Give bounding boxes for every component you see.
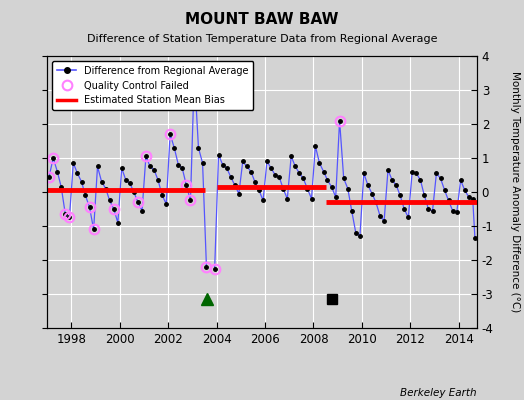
Y-axis label: Monthly Temperature Anomaly Difference (°C): Monthly Temperature Anomaly Difference (… — [510, 71, 520, 313]
Text: MOUNT BAW BAW: MOUNT BAW BAW — [185, 12, 339, 27]
Text: Difference of Station Temperature Data from Regional Average: Difference of Station Temperature Data f… — [87, 34, 437, 44]
Text: Berkeley Earth: Berkeley Earth — [400, 388, 477, 398]
